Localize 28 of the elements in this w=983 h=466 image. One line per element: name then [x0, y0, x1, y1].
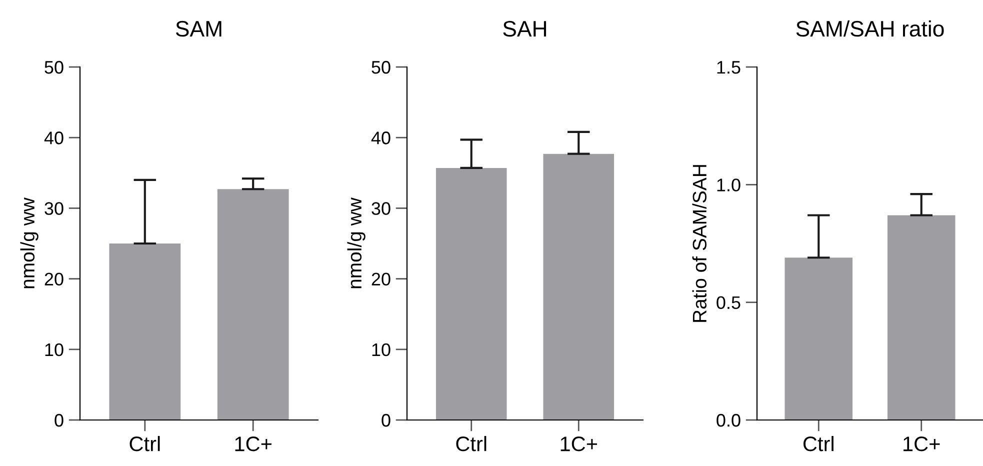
y-tick-label: 20 — [44, 272, 64, 286]
y-tick-label: 0 — [382, 414, 390, 427]
y-axis-title: Ratio of SAM/SAH — [692, 165, 707, 322]
y-tick-label: 10 — [45, 343, 64, 356]
y-tick-label: 0 — [54, 414, 64, 427]
y-axis-title: nmol/g ww — [20, 198, 38, 288]
y-tick-label: 30 — [44, 202, 64, 215]
y-tick-label: 0.0 — [716, 414, 740, 427]
chart-title: SAH — [503, 20, 546, 37]
y-tick-label: 30 — [372, 202, 390, 215]
y-tick-label: 50 — [44, 60, 64, 74]
y-tick-label: 40 — [371, 132, 390, 144]
chart-title: SAM/SAH ratio — [796, 20, 944, 37]
y-tick-label: 20 — [372, 272, 390, 286]
x-tick-label: 1C+ — [235, 436, 272, 452]
y-tick-label: 10 — [372, 343, 390, 356]
y-tick-label: 50 — [372, 60, 390, 74]
chart-title: SAM — [176, 20, 222, 37]
y-axis-title: nmol/g ww — [347, 198, 366, 288]
y-tick-label: 40 — [44, 132, 64, 144]
x-tick-label: Ctrl — [456, 436, 486, 452]
y-tick-label: 1.5 — [717, 61, 740, 74]
y-tick-label: 0.5 — [716, 296, 740, 310]
x-tick-label: 1C+ — [904, 436, 940, 452]
x-tick-label: Ctrl — [130, 436, 160, 452]
x-tick-label: 1C+ — [560, 436, 598, 452]
x-tick-label: Ctrl — [803, 436, 834, 452]
y-tick-label: 1.0 — [717, 178, 740, 192]
